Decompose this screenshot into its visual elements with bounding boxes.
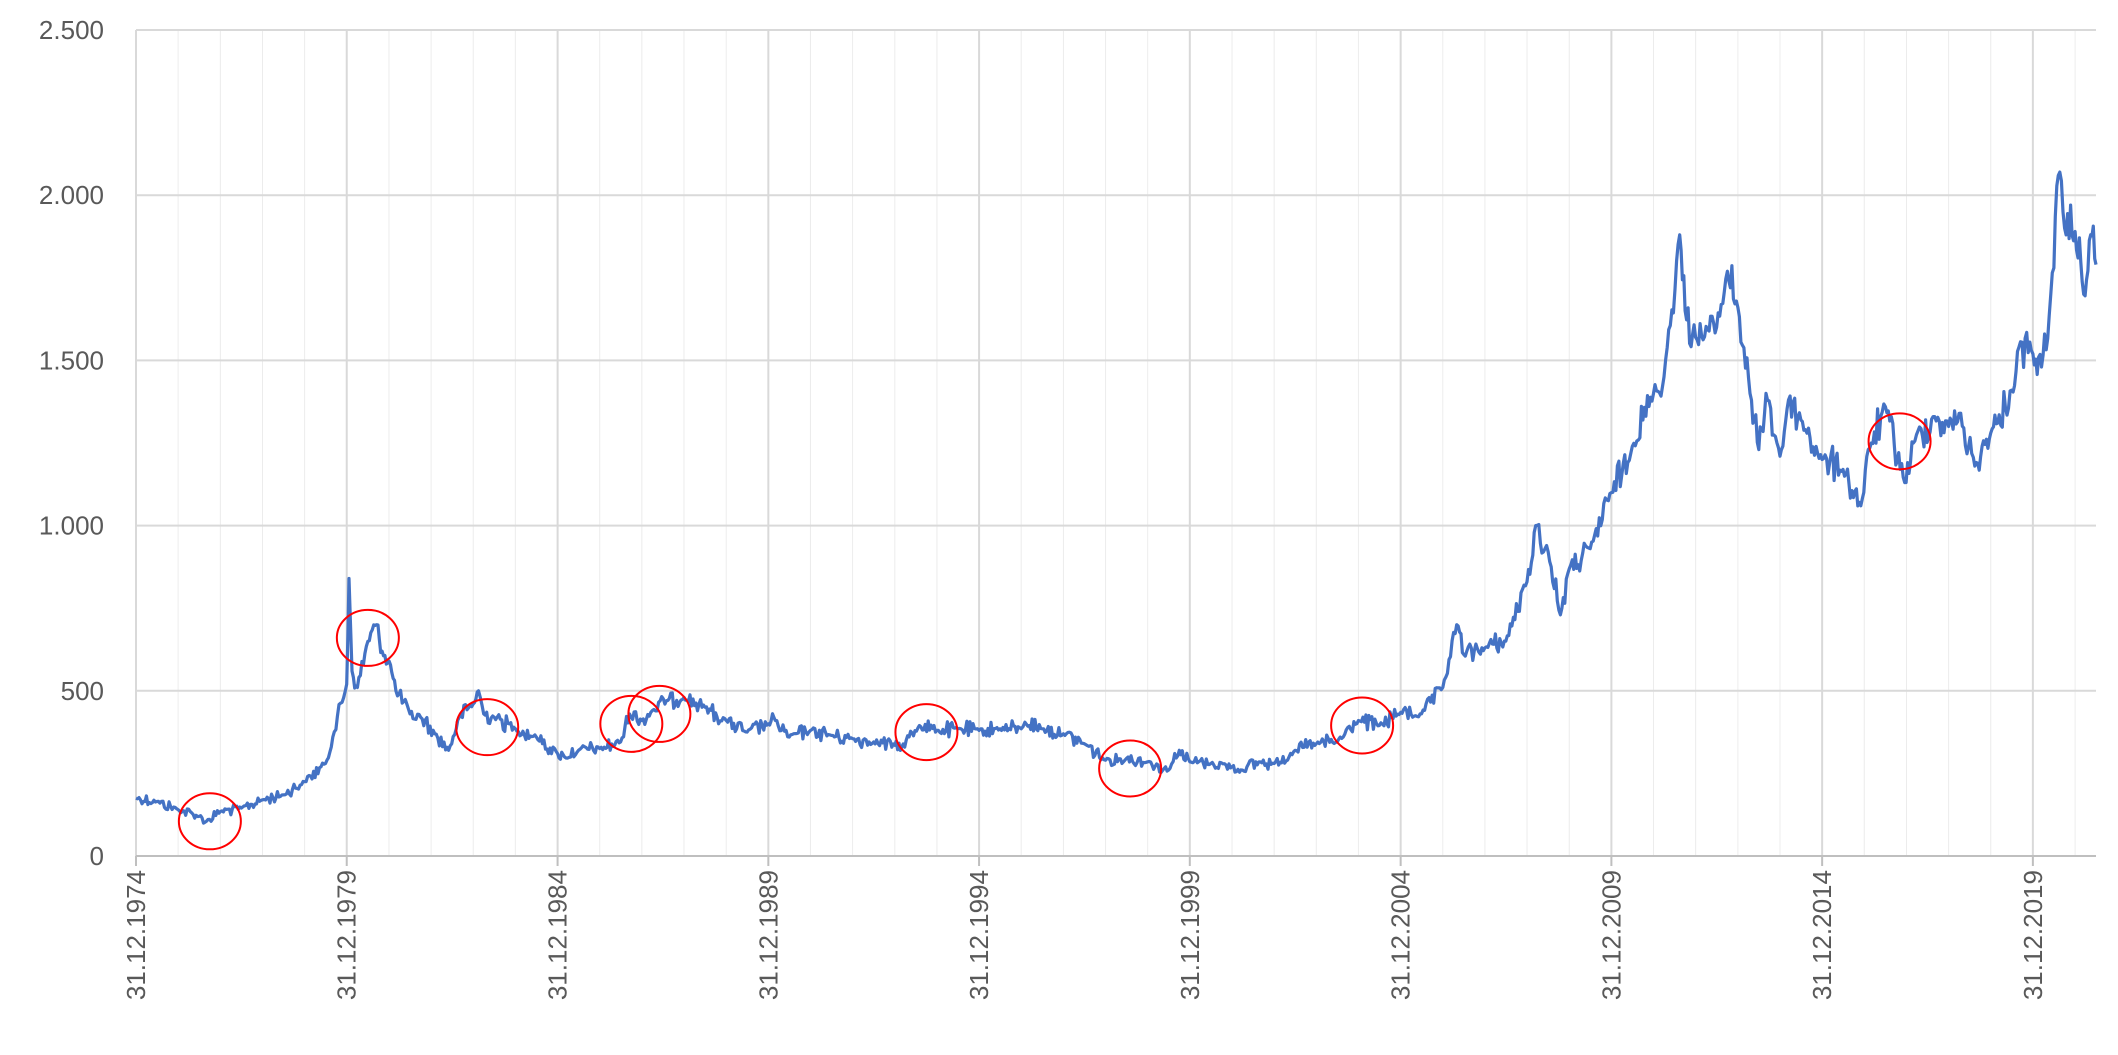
annotation-circle <box>1098 739 1163 798</box>
x-tick-label: 31.12.2019 <box>2018 870 2048 1000</box>
x-tick-label: 31.12.1989 <box>753 870 783 1000</box>
annotation-circle <box>894 703 959 762</box>
x-axis-tick-labels: 31.12.1974 31.12.1979 31.12.1984 31.12.1989… <box>121 870 2048 1000</box>
annotation-circle <box>177 792 242 851</box>
y-tick-label: 500 <box>61 676 104 706</box>
x-tick-label: 31.12.2014 <box>1807 870 1837 1000</box>
series-group <box>135 170 2098 825</box>
y-axis-tick-labels: 0 500 1.000 1.500 2.000 2.500 <box>39 15 104 871</box>
y-tick-label: 0 <box>90 841 104 871</box>
y-tick-label: 2.500 <box>39 15 104 45</box>
y-tick-label: 1.500 <box>39 345 104 375</box>
y-tick-label: 2.000 <box>39 180 104 210</box>
x-tick-label: 31.12.1984 <box>543 870 573 1000</box>
y-tick-label: 1.000 <box>39 511 104 541</box>
annotation-circle <box>335 608 400 667</box>
annotation-circle <box>1330 696 1395 755</box>
annotation-circle <box>627 684 692 743</box>
x-tick-label: 31.12.1979 <box>332 870 362 1000</box>
annotation-circle <box>455 698 520 757</box>
axes <box>135 30 2096 866</box>
x-tick-label: 31.12.1974 <box>121 870 151 1000</box>
annotation-group <box>177 412 1932 851</box>
x-tick-label: 31.12.2004 <box>1386 870 1416 1000</box>
series-line-0 <box>135 170 2098 825</box>
x-tick-label: 31.12.2009 <box>1596 870 1626 1000</box>
x-tick-label: 31.12.1999 <box>1175 870 1205 1000</box>
annotation-circle <box>1867 412 1932 471</box>
x-tick-label: 31.12.1994 <box>964 870 994 1000</box>
annotation-circle <box>599 694 664 753</box>
